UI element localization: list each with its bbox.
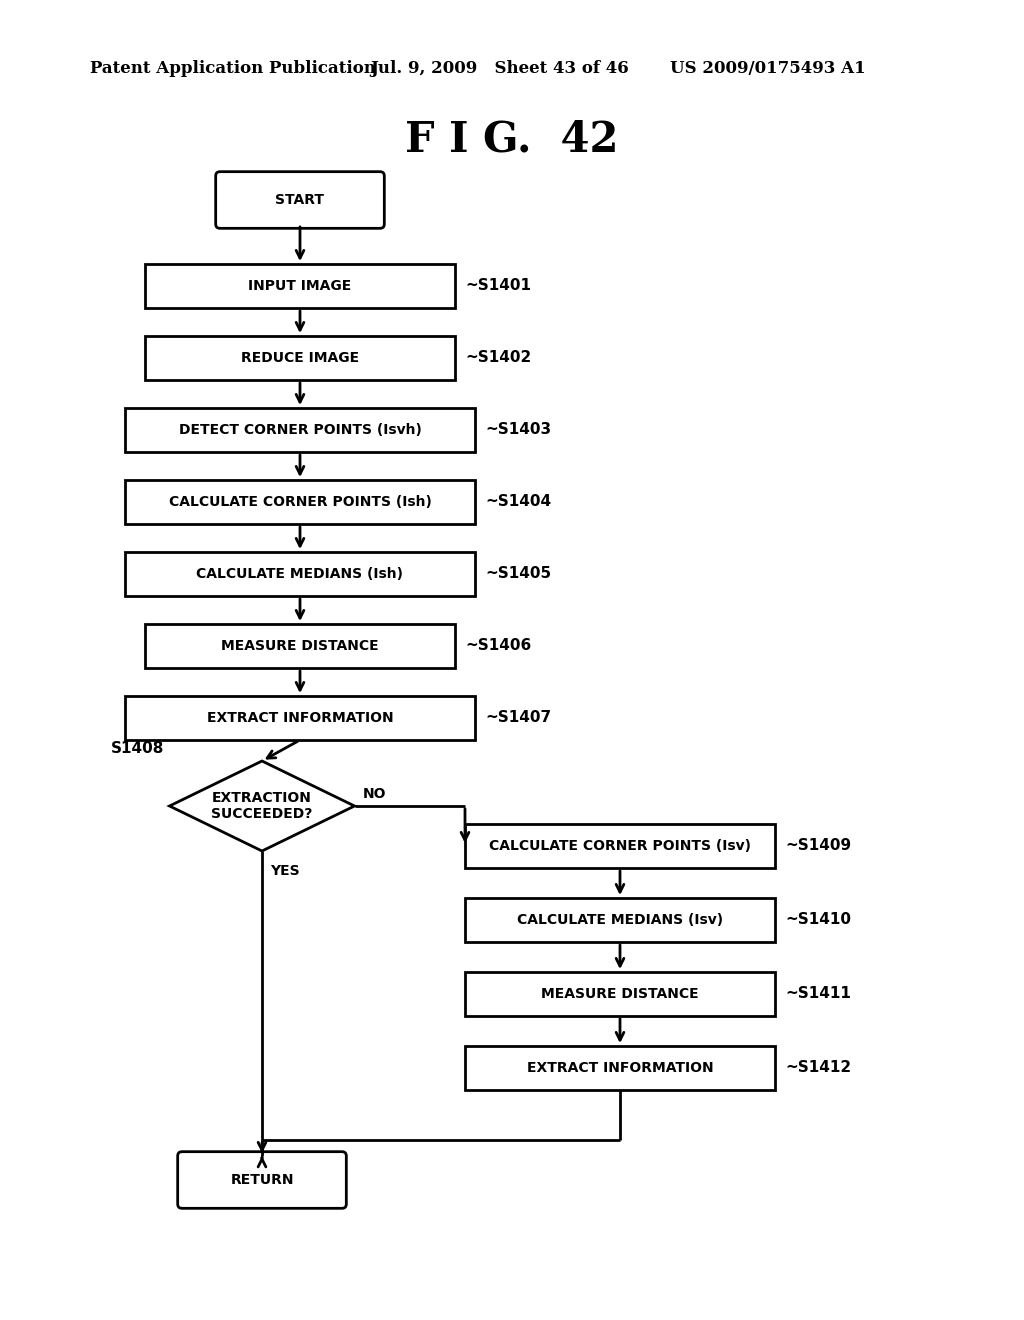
Text: ~S1402: ~S1402 <box>465 351 531 366</box>
Text: START: START <box>275 193 325 207</box>
Text: EXTRACTION
SUCCEEDED?: EXTRACTION SUCCEEDED? <box>211 791 312 821</box>
Text: REDUCE IMAGE: REDUCE IMAGE <box>241 351 359 366</box>
Text: EXTRACT INFORMATION: EXTRACT INFORMATION <box>207 711 393 725</box>
Bar <box>465 824 775 869</box>
FancyBboxPatch shape <box>178 1151 346 1208</box>
Text: MEASURE DISTANCE: MEASURE DISTANCE <box>542 987 698 1001</box>
Text: RETURN: RETURN <box>230 1173 294 1187</box>
Text: ~S1407: ~S1407 <box>485 710 551 726</box>
Text: Patent Application Publication: Patent Application Publication <box>90 59 376 77</box>
Text: ~S1409: ~S1409 <box>785 838 851 854</box>
Bar <box>145 624 455 668</box>
Bar <box>125 408 475 451</box>
Text: EXTRACT INFORMATION: EXTRACT INFORMATION <box>526 1061 714 1074</box>
Bar <box>465 1045 775 1090</box>
Bar <box>465 898 775 942</box>
Polygon shape <box>170 762 354 851</box>
Text: CALCULATE MEDIANS (Ish): CALCULATE MEDIANS (Ish) <box>197 568 403 581</box>
Text: US 2009/0175493 A1: US 2009/0175493 A1 <box>670 59 865 77</box>
Text: DETECT CORNER POINTS (Isvh): DETECT CORNER POINTS (Isvh) <box>178 422 422 437</box>
Text: ~S1410: ~S1410 <box>785 912 851 928</box>
Text: CALCULATE CORNER POINTS (Ish): CALCULATE CORNER POINTS (Ish) <box>169 495 431 510</box>
Text: Jul. 9, 2009   Sheet 43 of 46: Jul. 9, 2009 Sheet 43 of 46 <box>370 59 629 77</box>
Text: INPUT IMAGE: INPUT IMAGE <box>249 279 351 293</box>
Text: CALCULATE CORNER POINTS (Isv): CALCULATE CORNER POINTS (Isv) <box>489 840 751 853</box>
Bar <box>465 972 775 1016</box>
Bar <box>145 337 455 380</box>
Bar <box>125 552 475 597</box>
Text: ~S1403: ~S1403 <box>485 422 551 437</box>
Text: S1408: S1408 <box>112 741 165 756</box>
Text: NO: NO <box>362 787 386 801</box>
Text: ~S1404: ~S1404 <box>485 495 551 510</box>
Text: YES: YES <box>270 865 300 878</box>
Text: MEASURE DISTANCE: MEASURE DISTANCE <box>221 639 379 653</box>
Text: ~S1411: ~S1411 <box>785 986 851 1002</box>
Text: F I G.  42: F I G. 42 <box>406 117 618 160</box>
Text: ~S1412: ~S1412 <box>785 1060 851 1076</box>
Text: ~S1405: ~S1405 <box>485 566 551 582</box>
Bar <box>125 480 475 524</box>
Bar <box>125 696 475 741</box>
Text: CALCULATE MEDIANS (Isv): CALCULATE MEDIANS (Isv) <box>517 913 723 927</box>
Text: ~S1406: ~S1406 <box>465 639 531 653</box>
Bar <box>145 264 455 308</box>
Text: ~S1401: ~S1401 <box>465 279 531 293</box>
FancyBboxPatch shape <box>216 172 384 228</box>
